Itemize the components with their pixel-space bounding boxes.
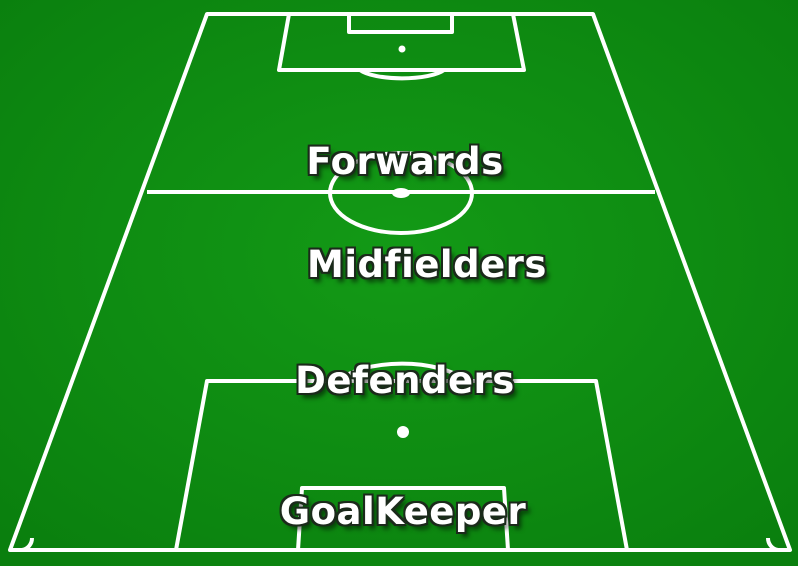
bottom-penalty-spot [397,426,409,438]
centre-circle [328,151,474,235]
bottom-penalty-arc [336,361,468,383]
pitch-boundary [8,12,792,552]
top-goal-box [347,14,454,34]
midfielders-label: Midfielders [307,243,547,286]
top-penalty-arc [358,68,446,81]
corner-arc-bottom-left [21,537,35,552]
top-penalty-spot [398,45,406,53]
forwards-label: Forwards [306,140,504,183]
goalkeeper-label: GoalKeeper [279,490,527,533]
defenders-label: Defenders [295,359,515,402]
top-penalty-box [277,13,526,72]
bottom-penalty-box [174,379,629,551]
centre-spot [392,188,410,198]
corner-arc-bottom-right [765,537,779,552]
bottom-goal-box [296,486,510,551]
